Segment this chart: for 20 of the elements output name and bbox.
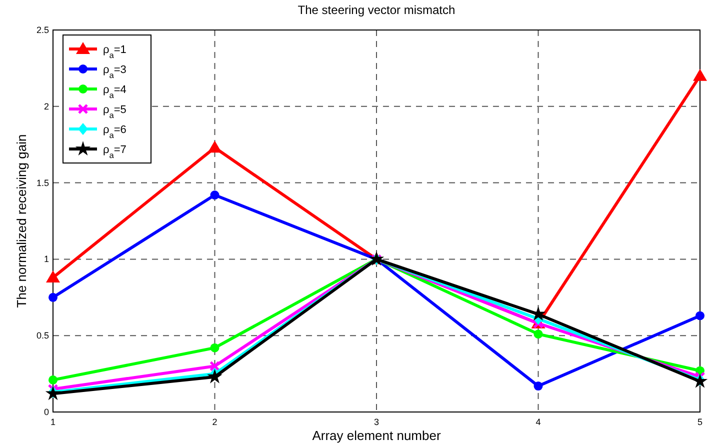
x-tick-label: 1	[50, 417, 56, 427]
x-tick-label: 4	[536, 417, 541, 427]
y-tick-label: 0.5	[36, 330, 49, 341]
x-tick-label: 3	[374, 417, 380, 427]
y-tick-label: 2	[44, 101, 49, 112]
y-tick-label: 1	[44, 254, 49, 264]
x-tick-label: 5	[697, 417, 703, 427]
legend-label: ρ$_{a}$=6	[103, 124, 126, 140]
y-tick-label: 0	[44, 407, 49, 417]
y-axis-title: The normalized receiving gain	[14, 134, 29, 308]
legend-label: ρ$_{a}$=7	[103, 144, 126, 160]
legend-label: ρ$_{a}$=4	[103, 84, 126, 100]
legend-label: ρ$_{a}$=5	[103, 104, 126, 120]
x-axis-title: Array element number	[312, 428, 442, 443]
y-tick-label: 1.5	[36, 178, 49, 188]
y-tick-label: 2.5	[36, 25, 49, 35]
x-tick-label: 2	[212, 417, 218, 427]
chart-title: The steering vector mismatch	[298, 3, 456, 17]
legend-label: ρ$_{a}$=1	[103, 44, 126, 60]
legend-label: ρ$_{a}$=3	[103, 64, 126, 80]
